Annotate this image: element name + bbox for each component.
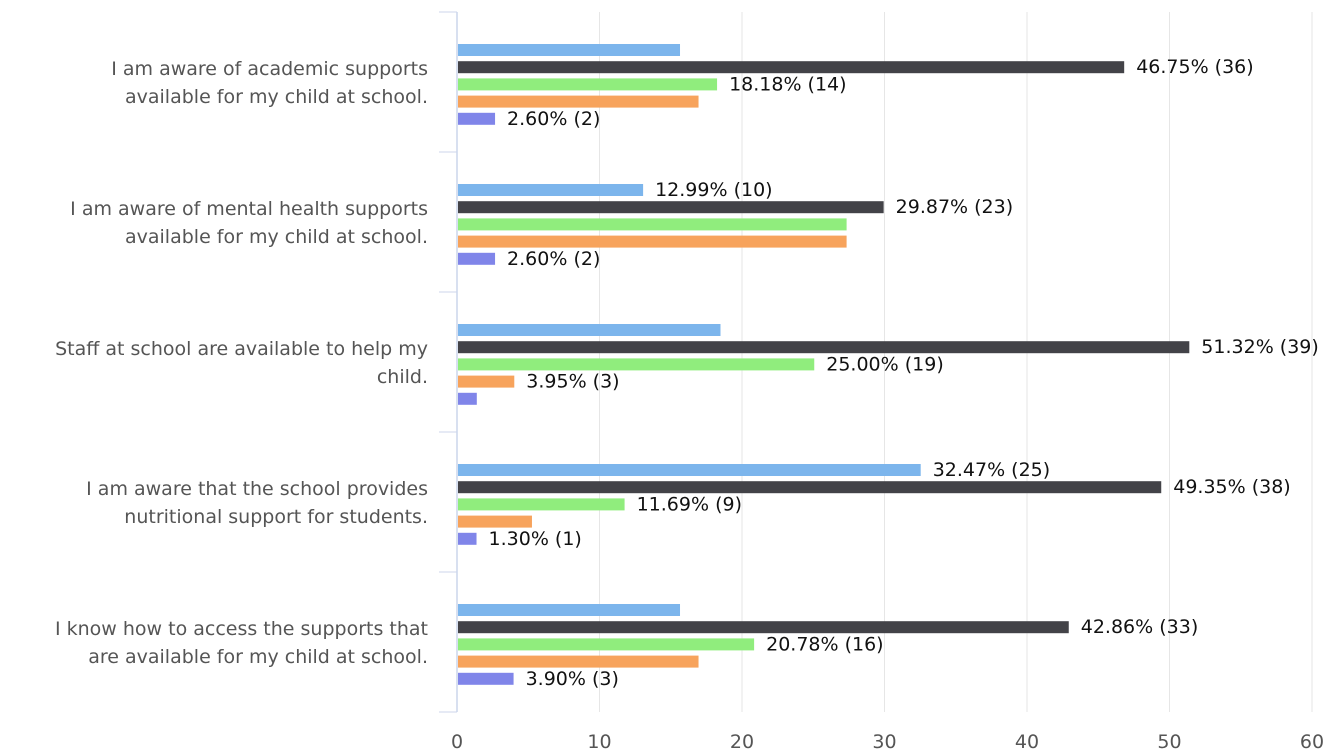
gridlines (599, 12, 1313, 712)
bar (458, 464, 921, 476)
category-label: I am aware of mental health supports (70, 198, 428, 220)
category-label: child. (377, 366, 428, 388)
bar (458, 498, 625, 511)
category-labels: I am aware of academic supports available… (55, 58, 428, 668)
bar (458, 341, 1190, 354)
data-label: 11.69% (9) (637, 493, 742, 515)
x-tick-label: 50 (1157, 731, 1181, 753)
category-label: I am aware of academic supports (111, 58, 428, 80)
category-label: available for my child at school. (125, 86, 428, 108)
data-label: 2.60% (2) (507, 248, 600, 270)
bar (458, 375, 515, 388)
data-labels: 12.99% (10) 32.47% (25) 46.75% (36) 29.87% … (489, 56, 1319, 690)
category-label: I am aware that the school provides (86, 478, 428, 500)
data-label: 2.60% (2) (507, 108, 600, 130)
bar (458, 392, 477, 405)
bar (458, 481, 1162, 494)
data-label: 46.75% (36) (1136, 56, 1254, 78)
bar (458, 532, 477, 545)
data-label: 29.87% (23) (896, 196, 1014, 218)
x-tick-label: 0 (451, 731, 463, 753)
category-label: I know how to access the supports that (55, 618, 428, 640)
data-label: 51.32% (39) (1201, 336, 1319, 358)
x-tick-label: 30 (872, 731, 896, 753)
x-tick-label: 20 (730, 731, 754, 753)
bar (458, 621, 1069, 634)
x-tick-label: 10 (587, 731, 611, 753)
bar (458, 655, 699, 668)
data-label: 25.00% (19) (826, 353, 944, 375)
bar (458, 112, 496, 125)
category-label: are available for my child at school. (88, 646, 428, 668)
bar (458, 201, 884, 214)
x-tick-label: 40 (1015, 731, 1039, 753)
data-label: 49.35% (38) (1173, 476, 1291, 498)
y-axis (439, 11, 458, 713)
bar (458, 604, 681, 616)
data-label: 1.30% (1) (489, 528, 582, 550)
category-label: nutritional support for students. (124, 506, 428, 528)
bar (458, 61, 1125, 74)
bar (458, 184, 644, 196)
x-tick-labels: 0 10 20 30 40 50 60 (451, 731, 1324, 753)
category-label: available for my child at school. (125, 226, 428, 248)
bar (458, 44, 681, 56)
data-label: 12.99% (10) (655, 179, 773, 201)
bar (458, 78, 718, 91)
data-label: 3.95% (3) (526, 371, 619, 393)
data-label: 20.78% (16) (766, 633, 884, 655)
bar (458, 252, 496, 265)
bar (458, 672, 514, 685)
data-label: 32.47% (25) (933, 459, 1051, 481)
bar (458, 324, 721, 336)
x-tick-label: 60 (1300, 731, 1324, 753)
category-label: Staff at school are available to help my (55, 338, 428, 360)
bar (458, 515, 532, 528)
bar (458, 218, 847, 231)
data-label: 3.90% (3) (526, 668, 619, 690)
bars (458, 44, 1190, 685)
data-label: 42.86% (33) (1081, 616, 1199, 638)
bar (458, 358, 815, 371)
data-label: 18.18% (14) (729, 73, 847, 95)
bar (458, 95, 699, 108)
bar (458, 638, 755, 651)
bar (458, 235, 847, 248)
